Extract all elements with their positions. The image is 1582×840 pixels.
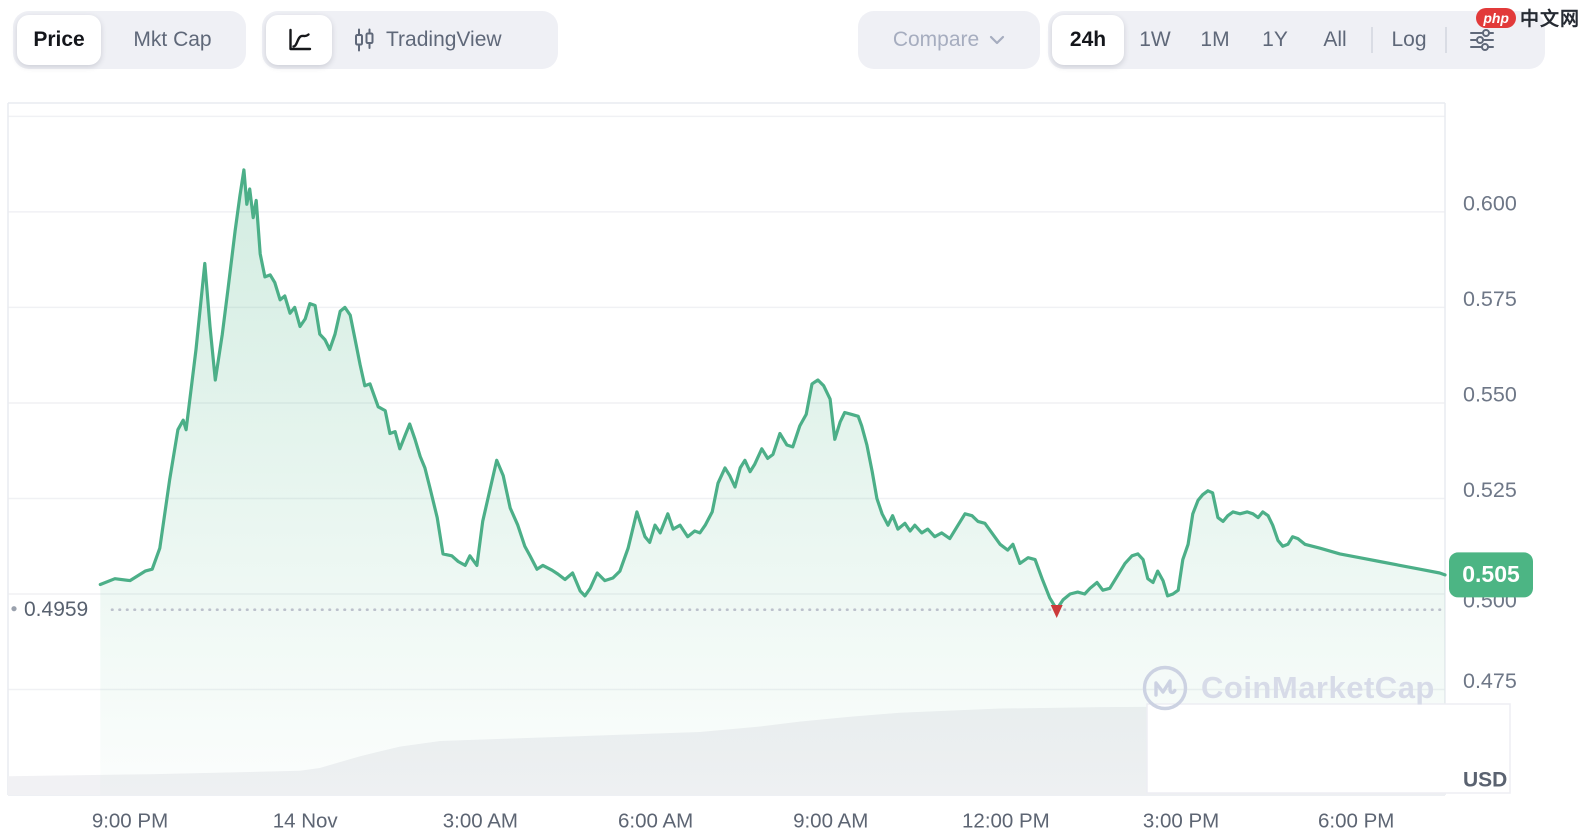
compare-dropdown[interactable]: Compare bbox=[858, 11, 1040, 69]
currency-label: USD bbox=[1463, 769, 1507, 792]
x-axis-label: 3:00 AM bbox=[443, 809, 518, 832]
chevron-down-icon bbox=[990, 35, 1005, 45]
low-value-label: 0.4959 bbox=[24, 598, 88, 621]
x-axis-label: 9:00 AM bbox=[793, 809, 868, 832]
range-all[interactable]: All bbox=[1306, 15, 1364, 65]
line-chart-icon bbox=[289, 28, 312, 51]
site-name: 中文网 bbox=[1519, 9, 1580, 30]
sliders-icon bbox=[1470, 29, 1494, 51]
current-price-label: 0.505 bbox=[1462, 561, 1520, 587]
coinmarketcap-logo-icon bbox=[1142, 665, 1188, 711]
site-watermark: php 中文网 bbox=[1476, 4, 1580, 31]
x-axis-label: 9:00 PM bbox=[92, 809, 168, 832]
y-axis-label: 0.575 bbox=[1463, 287, 1517, 311]
range-24h[interactable]: 24h bbox=[1052, 15, 1124, 65]
y-axis-label: 0.525 bbox=[1463, 478, 1517, 502]
y-axis-label: 0.475 bbox=[1463, 669, 1517, 693]
x-axis-label: 3:00 PM bbox=[1143, 809, 1219, 832]
overlay-panel bbox=[1146, 703, 1511, 794]
line-chart-button[interactable] bbox=[266, 15, 332, 65]
current-price-badge bbox=[1449, 552, 1533, 598]
x-axis-label: 12:00 PM bbox=[962, 809, 1050, 832]
price-line bbox=[98, 168, 1447, 611]
coinmarketcap-label: CoinMarketCap bbox=[1201, 670, 1435, 705]
x-axis-label: 6:00 AM bbox=[618, 809, 693, 832]
y-axis-label: 0.550 bbox=[1463, 383, 1517, 407]
candlestick-icon bbox=[355, 28, 374, 52]
x-axis-label: 14 Nov bbox=[273, 809, 339, 832]
tradingview-label: TradingView bbox=[386, 28, 502, 51]
range-selector: 24h 1W 1M 1Y All Log bbox=[1048, 11, 1545, 69]
range-1w[interactable]: 1W bbox=[1126, 15, 1184, 65]
coinmarketcap-watermark: CoinMarketCap bbox=[1141, 664, 1435, 712]
x-axis-label: 6:00 PM bbox=[1318, 809, 1394, 832]
range-1m[interactable]: 1M bbox=[1186, 15, 1244, 65]
chart-type-toggle: TradingView bbox=[262, 11, 558, 69]
log-scale-button[interactable]: Log bbox=[1380, 15, 1438, 65]
compare-label: Compare bbox=[892, 28, 980, 51]
divider bbox=[1371, 27, 1373, 53]
chart-settings-button[interactable] bbox=[1454, 15, 1510, 65]
metric-toggle: Price Mkt Cap bbox=[13, 11, 246, 69]
php-logo: php bbox=[1476, 7, 1516, 28]
y-axis-label: 0.600 bbox=[1463, 192, 1517, 216]
mktcap-tab[interactable]: Mkt Cap bbox=[103, 27, 242, 53]
price-tab[interactable]: Price bbox=[17, 15, 101, 65]
divider bbox=[1445, 27, 1447, 53]
price-area-fill bbox=[100, 169, 1445, 795]
range-1y[interactable]: 1Y bbox=[1246, 15, 1304, 65]
tradingview-button[interactable]: TradingView bbox=[334, 27, 524, 53]
low-marker-dot bbox=[11, 606, 17, 612]
low-marker-icon bbox=[1050, 605, 1063, 618]
